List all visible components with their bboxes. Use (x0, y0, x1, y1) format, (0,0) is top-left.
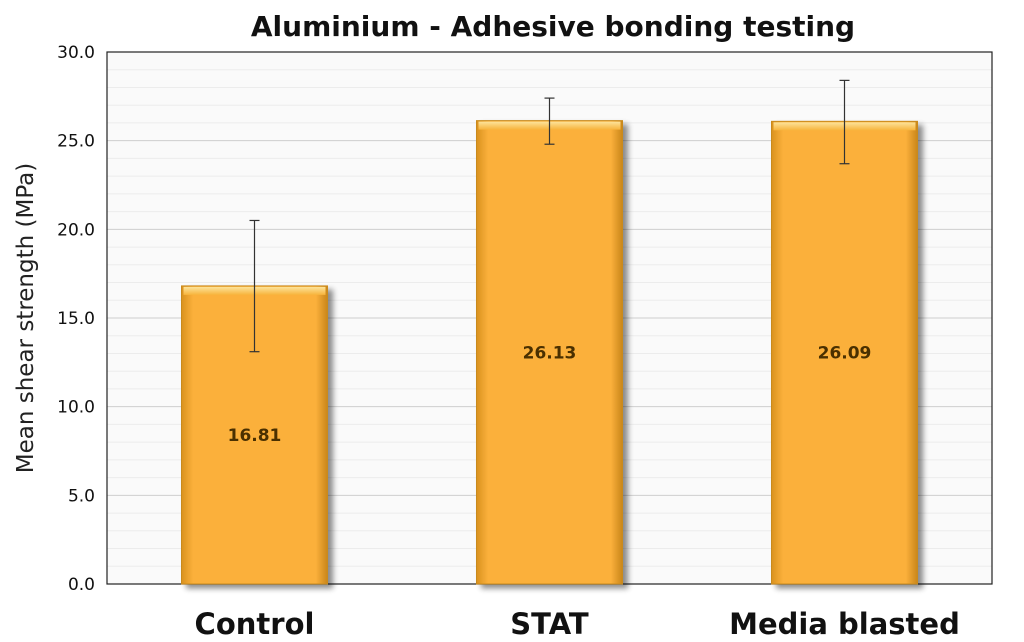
y-tick-label: 20.0 (57, 220, 95, 240)
y-axis-label: Mean shear strength (MPa) (13, 163, 39, 473)
data-label: 26.09 (818, 344, 872, 364)
x-tick-label: Media blasted (729, 607, 960, 641)
y-tick-label: 25.0 (57, 132, 95, 152)
bar (771, 120, 918, 585)
y-tick-label: 10.0 (57, 398, 95, 418)
y-tick-label: 5.0 (68, 486, 95, 506)
y-tick-label: 30.0 (57, 43, 95, 63)
data-label: 26.13 (523, 343, 577, 363)
y-tick-label: 0.0 (68, 575, 95, 595)
data-label: 16.81 (228, 426, 282, 446)
chart-title: Aluminium - Adhesive bonding testing (251, 10, 855, 43)
y-tick-label: 15.0 (57, 309, 95, 329)
x-tick-label: STAT (510, 607, 589, 641)
x-tick-label: Control (195, 607, 315, 641)
plot-area: 0.0 5.0 10.0 15.0 20.0 25.0 30.0 16.81 Control 26… (57, 43, 993, 641)
